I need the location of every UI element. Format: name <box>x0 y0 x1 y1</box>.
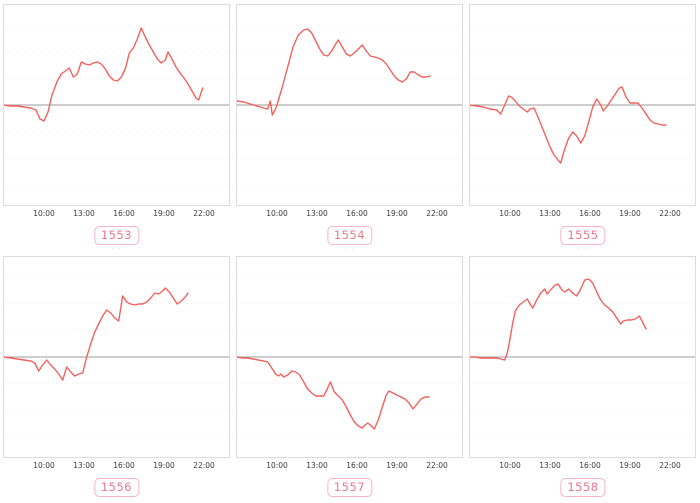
x-tick-label: 16:00 <box>346 209 368 218</box>
chart-id-badge[interactable]: 1557 <box>326 478 373 497</box>
line-chart-svg <box>470 276 695 438</box>
chart-cell: · · 10:00 13:00 16:00 19:00 22:00 1557 <box>233 247 466 503</box>
x-tick-label: 10:00 <box>266 461 288 470</box>
x-axis-tick-labels: 10:00 13:00 16:00 19:00 22:00 <box>3 460 230 472</box>
x-axis-tick-labels: 10:00 13:00 16:00 19:00 22:00 <box>236 208 463 220</box>
x-tick-label: 22:00 <box>659 209 681 218</box>
chart-title-clipped: · · <box>466 0 700 1</box>
x-tick-label: 16:00 <box>579 461 601 470</box>
x-axis-tick-labels: 10:00 13:00 16:00 19:00 22:00 <box>3 208 230 220</box>
price-line <box>237 356 430 430</box>
x-tick-label: 13:00 <box>73 461 95 470</box>
x-tick-label: 22:00 <box>426 461 448 470</box>
x-tick-label: 22:00 <box>193 461 215 470</box>
x-tick-label: 16:00 <box>346 461 368 470</box>
chart-title-clipped: · · <box>577 247 589 253</box>
x-axis-tick-labels: 10:00 13:00 16:00 19:00 22:00 <box>469 460 696 472</box>
x-tick-label: 22:00 <box>193 209 215 218</box>
chart-cell: ·· ··· ···· ··· ·· 10:00 13:00 16:00 19:… <box>233 0 466 252</box>
x-tick-label: 19:00 <box>153 461 175 470</box>
x-tick-label: 13:00 <box>539 461 561 470</box>
chart-cell: · · 10:00 13:00 16:00 19:00 22:00 1555 <box>466 0 700 252</box>
line-chart-plot <box>236 256 463 458</box>
x-tick-label: 16:00 <box>579 209 601 218</box>
line-chart-plot <box>469 256 696 458</box>
chart-title-clipped: · · <box>344 247 355 253</box>
x-tick-label: 16:00 <box>113 209 135 218</box>
chart-id-badge[interactable]: 1554 <box>326 226 373 245</box>
x-tick-label: 10:00 <box>33 461 55 470</box>
x-tick-label: 22:00 <box>426 209 448 218</box>
line-chart-plot <box>469 4 696 206</box>
line-chart-plot <box>236 4 463 206</box>
x-axis-tick-labels: 10:00 13:00 16:00 19:00 22:00 <box>469 208 696 220</box>
x-tick-label: 13:00 <box>306 209 328 218</box>
line-chart-plot <box>3 4 230 206</box>
x-tick-label: 19:00 <box>153 209 175 218</box>
x-tick-label: 19:00 <box>619 461 641 470</box>
x-tick-label: 13:00 <box>73 209 95 218</box>
x-axis-tick-labels: 10:00 13:00 16:00 19:00 22:00 <box>236 460 463 472</box>
line-chart-svg <box>4 24 229 186</box>
x-tick-label: 10:00 <box>266 209 288 218</box>
x-tick-label: 10:00 <box>499 461 521 470</box>
chart-id-badge[interactable]: 1555 <box>560 226 606 245</box>
price-line <box>4 27 204 122</box>
x-tick-label: 22:00 <box>659 461 681 470</box>
chart-cell: · · 10:00 13:00 16:00 19:00 22:00 1556 <box>0 247 233 503</box>
x-tick-label: 13:00 <box>539 209 561 218</box>
chart-title-clipped: · · <box>111 247 122 253</box>
price-line <box>237 28 432 116</box>
line-chart-svg <box>470 24 695 186</box>
line-chart-svg <box>237 24 462 186</box>
x-tick-label: 16:00 <box>113 461 135 470</box>
line-chart-svg <box>237 276 462 438</box>
price-line <box>470 86 667 164</box>
chart-id-badge[interactable]: 1556 <box>93 478 140 497</box>
x-tick-label: 13:00 <box>306 461 328 470</box>
x-tick-label: 19:00 <box>619 209 641 218</box>
x-tick-label: 10:00 <box>33 209 55 218</box>
chart-title-clipped: ·· ··· ···· ··· ·· <box>233 0 466 1</box>
line-chart-svg <box>4 276 229 438</box>
x-tick-label: 10:00 <box>499 209 521 218</box>
x-tick-label: 19:00 <box>386 209 408 218</box>
price-line <box>470 278 647 361</box>
chart-cell: 10:00 13:00 16:00 19:00 22:00 1553 <box>0 0 233 252</box>
line-chart-plot <box>3 256 230 458</box>
price-line <box>4 287 189 381</box>
chart-id-badge[interactable]: 1558 <box>560 478 606 497</box>
chart-cell: · · 10:00 13:00 16:00 19:00 22:00 1558 <box>466 247 700 503</box>
x-tick-label: 19:00 <box>386 461 408 470</box>
chart-id-badge[interactable]: 1553 <box>93 226 140 245</box>
